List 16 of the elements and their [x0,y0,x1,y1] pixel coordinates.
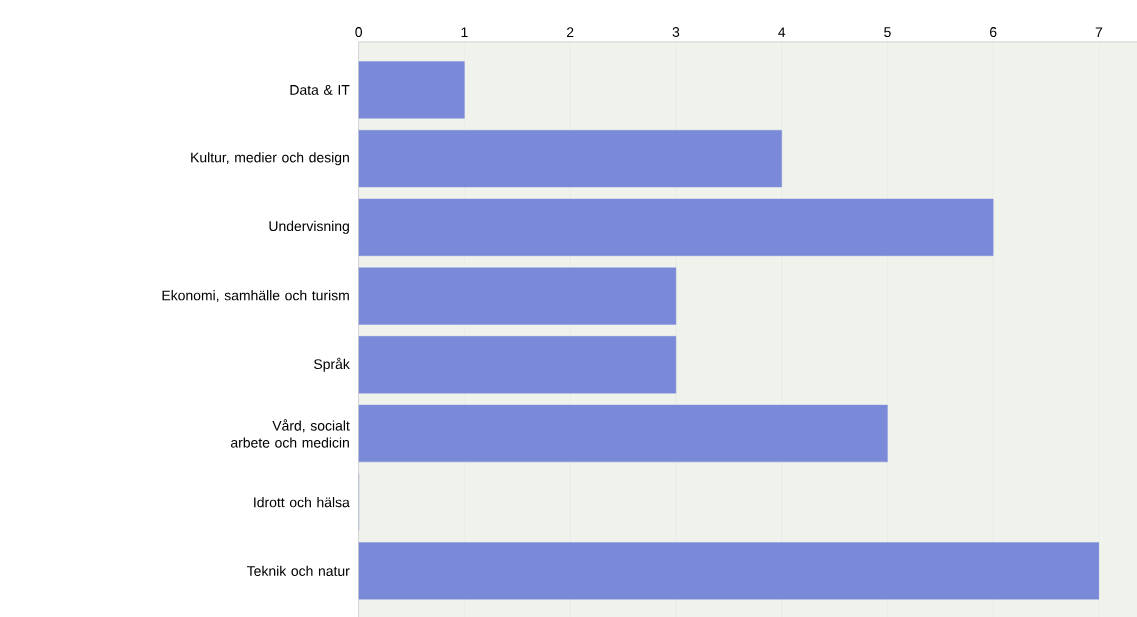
x-tick-label: 7 [1095,27,1103,38]
y-tick-label: Språk [314,357,350,372]
x-tick-label: 0 [355,27,362,38]
y-tick-label: Teknik och natur [246,565,350,577]
x-tick-label: 6 [990,27,997,38]
x-tick-label: 4 [778,27,786,38]
x-tick-label: 3 [672,27,680,38]
y-tick-label: Data & IT [290,85,350,95]
y-tick-label: Ekonomi, samhälle och turism [162,290,349,303]
y-tick-label: Vård, socialt arbete och medicin [230,419,350,448]
x-tick-label: 5 [884,27,891,38]
x-tick-label: 1 [461,27,468,38]
y-tick-label: Idrott och hälsa [254,497,350,508]
y-tick-label: Undervisning [269,220,349,234]
y-tick-label: Kultur, medier och design [191,152,349,166]
x-tick-label: 2 [566,27,574,38]
